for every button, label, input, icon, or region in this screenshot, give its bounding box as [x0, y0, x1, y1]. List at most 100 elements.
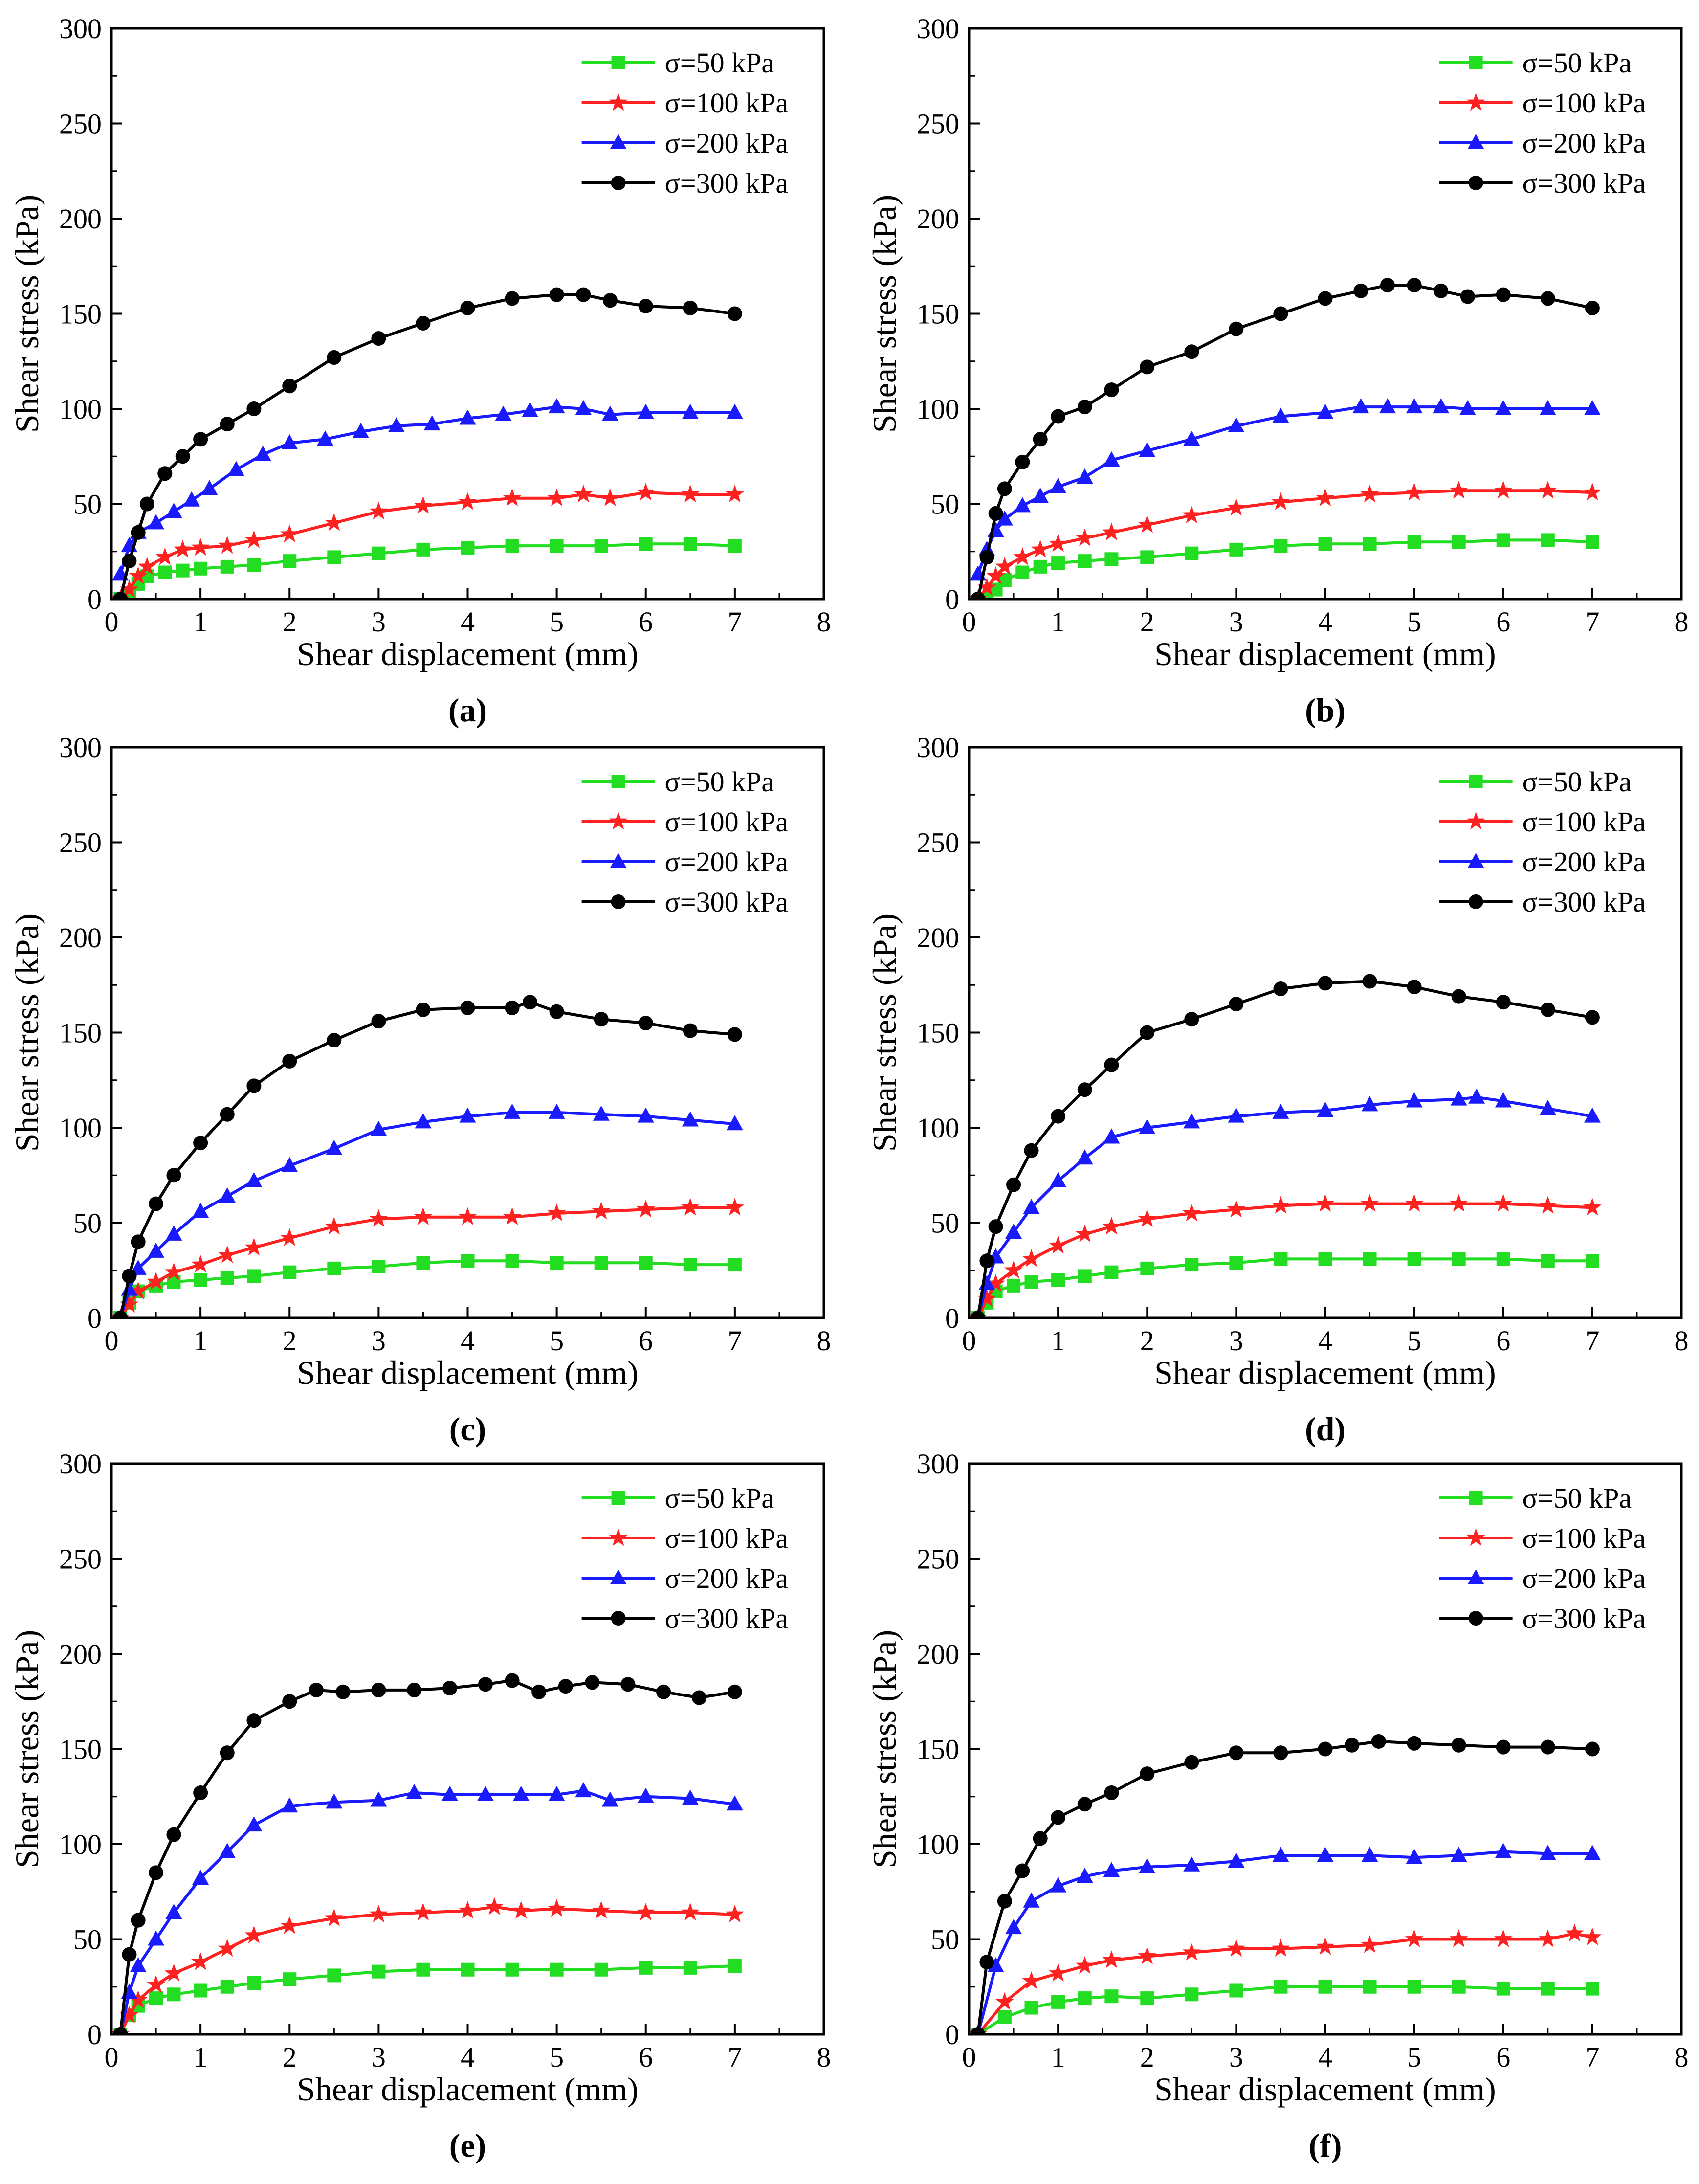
data-point — [283, 1972, 297, 1986]
data-point — [1540, 291, 1555, 306]
data-point — [219, 1187, 236, 1203]
x-tick-label: 1 — [1051, 1325, 1065, 1357]
y-tick-label: 200 — [59, 922, 102, 954]
x-tick-label: 5 — [1407, 1325, 1421, 1357]
data-point — [129, 1990, 148, 2008]
y-tick-label: 150 — [59, 298, 102, 330]
data-point — [987, 1957, 1004, 1972]
x-tick-label: 1 — [1051, 2041, 1065, 2073]
data-point — [1184, 1012, 1199, 1027]
data-point — [725, 1904, 744, 1923]
legend-label: σ=200 kPa — [1522, 1562, 1646, 1594]
series-s200 — [115, 1103, 743, 1318]
x-tick-label: 2 — [1140, 1325, 1154, 1357]
data-point — [120, 1294, 139, 1313]
x-tick-label: 3 — [1229, 2041, 1243, 2073]
data-point — [1049, 1963, 1068, 1982]
data-point — [1352, 398, 1369, 414]
data-point — [1585, 1982, 1599, 1996]
data-point — [1140, 1991, 1154, 2006]
series-s50 — [113, 1959, 742, 2034]
data-point — [547, 1203, 566, 1222]
plot-frame — [110, 27, 825, 601]
data-point — [1451, 1738, 1466, 1753]
data-point — [309, 1682, 324, 1697]
data-point — [638, 1016, 653, 1031]
y-tick-label: 200 — [917, 922, 959, 954]
data-point — [1103, 451, 1120, 467]
plot-frame — [968, 1462, 1683, 2036]
data-point — [1407, 1252, 1421, 1266]
y-tick-label: 100 — [917, 1828, 959, 1860]
data-point — [682, 403, 699, 419]
y-tick-label: 50 — [931, 1924, 959, 1956]
data-point — [1452, 1252, 1466, 1266]
series-s50 — [113, 1254, 742, 1318]
data-point — [442, 1681, 458, 1696]
x-tick-label: 4 — [1318, 1325, 1332, 1357]
data-point — [1185, 1258, 1199, 1272]
legend-label: σ=100 kPa — [1522, 1522, 1646, 1554]
series-s200 — [973, 1088, 1601, 1318]
data-point — [620, 1677, 636, 1692]
data-point — [1585, 1254, 1599, 1268]
data-point — [1183, 430, 1200, 446]
legend: σ=50 kPa σ=100 kPa σ=200 kPa σ=300 kPa — [1439, 1482, 1646, 1634]
legend-label: σ=100 kPa — [665, 806, 788, 838]
series-line — [986, 538, 1593, 599]
data-point — [1182, 505, 1201, 523]
plot-frame — [110, 1462, 825, 2036]
x-tick-label: 6 — [1496, 606, 1510, 638]
data-point — [505, 1254, 519, 1268]
data-point — [1076, 1868, 1093, 1883]
data-point — [1450, 1090, 1467, 1106]
legend-label: σ=300 kPa — [1522, 167, 1646, 199]
data-point — [1049, 534, 1068, 552]
data-point — [1539, 400, 1556, 415]
data-point — [1051, 1810, 1066, 1825]
y-tick-label: 150 — [59, 1017, 102, 1049]
x-tick-label: 8 — [1675, 1325, 1689, 1357]
data-point — [1078, 1269, 1092, 1283]
x-tick-label: 1 — [194, 1325, 208, 1357]
data-point — [372, 1964, 386, 1979]
plot-area — [969, 278, 1602, 599]
data-point — [281, 1157, 298, 1172]
y-tick-label: 50 — [73, 489, 102, 520]
series-s300 — [971, 1734, 1600, 2034]
data-point — [1585, 300, 1600, 315]
data-point — [1496, 1739, 1511, 1755]
data-point — [1273, 306, 1288, 321]
data-point — [1316, 1194, 1335, 1212]
data-point — [218, 1939, 237, 1957]
data-point — [1075, 1224, 1094, 1242]
series-s200 — [115, 1782, 743, 2034]
legend: σ=50 kPa σ=100 kPa σ=200 kPa σ=300 kPa — [1439, 766, 1646, 918]
data-point — [1229, 997, 1244, 1012]
data-point — [1050, 1172, 1067, 1187]
y-tick-label: 150 — [917, 1017, 959, 1049]
data-point — [166, 1168, 181, 1183]
data-point — [1585, 535, 1599, 549]
data-point — [1102, 1217, 1121, 1235]
data-point — [1076, 1149, 1093, 1165]
data-point — [503, 488, 522, 506]
series-s300 — [113, 287, 742, 599]
data-point — [1182, 1203, 1201, 1222]
data-point — [1015, 565, 1030, 579]
data-point — [148, 514, 165, 530]
series-s50 — [971, 1252, 1599, 1318]
data-point — [325, 1908, 344, 1926]
legend-marker — [1469, 1491, 1483, 1505]
data-point — [574, 485, 593, 503]
legend-marker — [1467, 853, 1484, 868]
data-point — [1227, 1200, 1246, 1218]
data-point — [283, 1265, 297, 1279]
data-point — [511, 1901, 530, 1919]
data-point — [547, 488, 566, 506]
data-point — [1495, 400, 1512, 415]
y-tick-label: 0 — [945, 1302, 959, 1334]
data-point — [728, 1258, 742, 1272]
data-point — [512, 1785, 530, 1801]
data-point — [1024, 2001, 1038, 2015]
